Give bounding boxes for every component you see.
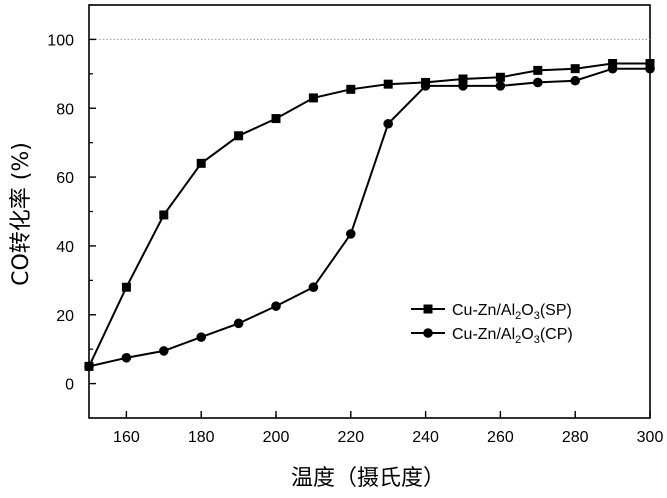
data-point [234,131,243,140]
y-tick-label: 40 [56,239,74,256]
data-point [272,114,281,123]
series-line [89,69,650,367]
legend: Cu-Zn/Al2O3(SP) Cu-Zn/Al2O3(CP) [411,302,573,346]
y-tick-label: 80 [56,101,74,118]
data-point [496,73,505,82]
data-point [271,301,281,311]
y-tick-label: 20 [56,308,74,325]
y-tick-label: 100 [47,32,74,49]
x-tick-label: 220 [337,429,364,446]
data-point [496,81,506,91]
series-line [89,64,650,367]
data-point [533,78,543,88]
legend-marker [423,328,433,338]
data-point [570,76,580,86]
x-tick-label: 260 [487,429,514,446]
data-point [458,81,468,91]
data-point [384,80,393,89]
data-point [159,346,169,356]
data-point [346,85,355,94]
data-point [645,64,655,74]
data-point [383,119,393,129]
x-tick-label: 240 [412,429,439,446]
legend-label: Cu-Zn/Al2O3(CP) [452,326,573,346]
data-point [608,64,618,74]
data-point [122,283,131,292]
x-axis-label: 温度（摄氏度） [291,466,445,491]
x-tick-label: 280 [562,429,589,446]
plot-frame [89,5,650,418]
y-tick-label: 0 [65,377,74,394]
x-tick-label: 300 [637,429,664,446]
y-axis-label: CO转化率 (%) [9,142,34,286]
series-group [84,59,655,371]
data-point [84,362,94,372]
legend-item: Cu-Zn/Al2O3(CP) [411,326,573,346]
legend-label: Cu-Zn/Al2O3(SP) [452,302,572,322]
data-point [533,66,542,75]
plot-border [89,5,650,418]
legend-marker [424,305,433,314]
data-point [309,93,318,102]
y-tick-label: 60 [56,170,74,187]
legend-item: Cu-Zn/Al2O3(SP) [411,302,572,322]
data-point [421,81,431,91]
data-point [234,319,244,329]
data-point [309,282,319,292]
x-tick-label: 200 [263,429,290,446]
data-point [159,210,168,219]
data-point [122,353,132,363]
data-point [196,332,206,342]
data-point [197,159,206,168]
series-sp [85,59,655,371]
data-point [571,64,580,73]
x-tick-label: 160 [113,429,140,446]
data-point [346,229,356,239]
x-tick-label: 180 [188,429,215,446]
